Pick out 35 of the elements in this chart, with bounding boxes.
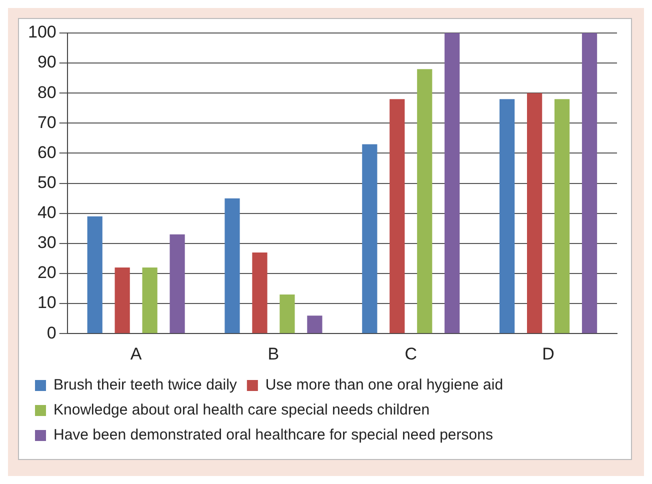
x-tick-label: D	[542, 344, 554, 364]
y-tick-label: 60	[37, 142, 56, 162]
y-tick-label: 70	[37, 112, 56, 132]
bar	[582, 33, 598, 334]
bar	[500, 99, 515, 334]
y-tick-label: 40	[37, 203, 56, 222]
bar	[362, 144, 378, 334]
bar	[87, 216, 102, 334]
bar	[390, 99, 405, 334]
y-tick-label: 100	[28, 22, 56, 42]
bar	[170, 234, 185, 334]
y-tick-label: 90	[37, 52, 56, 72]
bar	[252, 252, 268, 334]
bar	[526, 93, 542, 334]
bar	[280, 294, 295, 334]
y-tick-label: 50	[37, 172, 56, 192]
bar	[142, 267, 158, 334]
y-tick-label: 10	[37, 293, 56, 312]
x-tick-label: B	[268, 344, 280, 364]
bar	[114, 267, 130, 334]
y-tick-label: 80	[37, 82, 56, 102]
legend-label: Brush their teeth twice daily	[54, 376, 238, 394]
bar	[444, 33, 460, 334]
legend-label: Use more than one oral hygiene aid	[265, 376, 504, 394]
x-tick-label: A	[130, 344, 142, 364]
bar	[224, 198, 240, 334]
bar	[307, 316, 322, 334]
bar	[554, 99, 570, 334]
legend-label: Knowledge about oral health care special needs children	[54, 402, 430, 419]
y-tick-label: 20	[37, 263, 56, 282]
y-tick-label: 0	[46, 323, 56, 342]
y-tick-label: 30	[37, 233, 56, 252]
legend-label: Have been demonstrated oral healthcare for special need persons	[54, 426, 493, 444]
x-tick-label: C	[404, 344, 418, 364]
bar	[417, 69, 432, 334]
